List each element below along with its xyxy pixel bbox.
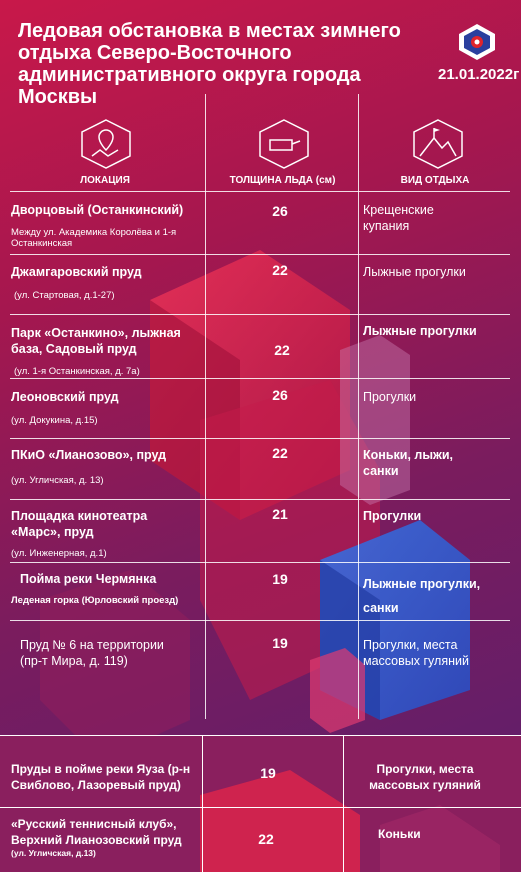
row-ice-thickness: 22 xyxy=(258,831,274,847)
row-location-name: Дворцовый (Останкинский) xyxy=(11,203,184,217)
row-ice-thickness: 22 xyxy=(272,262,288,278)
extra-table: Пруды в пойме реки Яуза (р-н Свиблово, Л… xyxy=(0,735,521,872)
row-activity: Прогулки xyxy=(363,390,417,404)
row-activity: Прогулки, места массовых гуляний xyxy=(363,638,469,668)
row-location-address: (ул. Докукина, д.15) xyxy=(11,415,98,426)
row-location-name: «Русский теннисный клуб», Верхний Лианоз… xyxy=(11,817,182,847)
row-ice-thickness: 22 xyxy=(274,342,290,358)
row-location-name: Леоновский пруд xyxy=(11,390,119,404)
row-ice-thickness: 19 xyxy=(260,765,276,781)
row-ice-thickness: 19 xyxy=(272,571,288,587)
page-title: Ледовая обстановка в местах зимнего отды… xyxy=(18,20,401,108)
row-activity: Крещенские купания xyxy=(363,203,434,233)
row-location-address: Между ул. Академика Королёва и 1-я Остан… xyxy=(11,227,177,249)
location-icon xyxy=(81,119,131,169)
row-location-name: Парк «Останкино», лыжная база, Садовый п… xyxy=(11,326,181,356)
column-header-activity: ВИД ОТДЫХА xyxy=(400,175,470,186)
row-location-name: Пруды в пойме реки Яуза (р-н Свиблово, Л… xyxy=(11,762,191,792)
row-activity: Коньки xyxy=(378,827,421,841)
row-location-address: (ул. 1-я Останкинская, д. 7а) xyxy=(14,366,140,377)
row-location-address: (ул. Угличская, д. 13) xyxy=(11,475,104,486)
date-label: 21.01.2022г xyxy=(438,66,520,83)
row-activity: Прогулки xyxy=(363,509,422,523)
row-ice-thickness: 21 xyxy=(272,506,288,522)
row-activity: Лыжные прогулки, санки xyxy=(363,577,481,615)
row-ice-thickness: 19 xyxy=(272,635,288,651)
row-activity: Прогулки, места массовых гуляний xyxy=(369,762,481,792)
emblem-icon xyxy=(459,24,495,60)
row-location-name: Площадка кинотеатра «Марс», пруд xyxy=(11,509,148,539)
ice-thickness-icon xyxy=(259,119,309,169)
row-activity: Лыжные прогулки xyxy=(363,265,466,279)
row-location-name: ПКиО «Лианозово», пруд xyxy=(11,448,167,462)
mountain-icon xyxy=(413,119,463,169)
row-location-address: (ул. Инженерная, д.1) xyxy=(11,548,107,559)
row-location-address: (ул. Стартовая, д.1-27) xyxy=(14,290,115,301)
row-location-name: Пруд № 6 на территории (пр-т Мира, д. 11… xyxy=(20,638,164,668)
row-ice-thickness: 26 xyxy=(272,387,288,403)
row-activity: Коньки, лыжи, санки xyxy=(363,448,454,478)
row-location-address: (ул. Угличская, д.13) xyxy=(11,848,96,858)
column-header-thickness: ТОЛЩИНА ЛЬДА (см) xyxy=(229,175,336,186)
row-location-address: Леденая горка (Юрловский проезд) xyxy=(11,595,179,606)
extra-table-background xyxy=(0,735,521,872)
row-ice-thickness: 26 xyxy=(272,203,288,219)
row-ice-thickness: 22 xyxy=(272,445,288,461)
column-header-location: ЛОКАЦИЯ xyxy=(80,175,130,186)
row-location-name: Джамгаровский пруд xyxy=(11,265,142,279)
row-activity: Лыжные прогулки xyxy=(363,324,477,338)
row-location-name: Пойма реки Чермянка xyxy=(20,572,157,586)
